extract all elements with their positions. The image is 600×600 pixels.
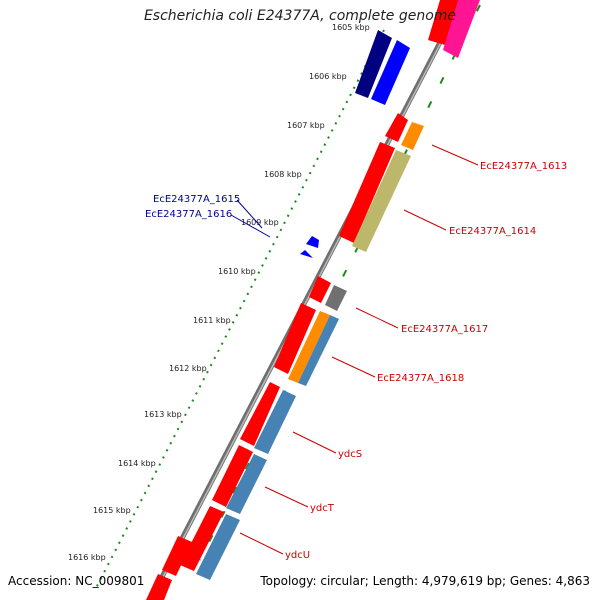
- genome-backbone: [147, 0, 465, 600]
- map-title: Escherichia coli E24377A, complete genom…: [143, 8, 457, 24]
- leader-line-ydcT: [264, 486, 309, 508]
- tick-label-1611: 1611 kbp: [193, 316, 231, 325]
- gene-label-ydcU: ydcU: [285, 550, 310, 561]
- tick-label-1615: 1615 kbp: [93, 506, 131, 515]
- tick-label-1614: 1614 kbp: [118, 459, 156, 468]
- leader-line-1617: [355, 307, 399, 329]
- gene-arrow-blue-1616: [300, 250, 313, 258]
- gene-arrow-red-ydcT: [212, 445, 253, 507]
- gene-arrow-blue-1615: [306, 236, 319, 248]
- tick-label-group: 1605 kbp 1606 kbp 1607 kbp 1608 kbp 1609…: [68, 23, 370, 562]
- tick-label-1610: 1610 kbp: [218, 267, 256, 276]
- leader-line-1613: [431, 144, 479, 166]
- gene-arrow-steelblue-1618: [298, 315, 339, 386]
- gene-arrow-red-1617: [309, 276, 331, 303]
- tick-label-1609: 1609 kbp: [241, 218, 279, 227]
- tick-track-inner: [199, 4, 481, 561]
- tick-track-outer: [94, 29, 385, 591]
- genome-backbone-highlight: [150, 0, 464, 600]
- tick-label-1606: 1606 kbp: [309, 72, 347, 81]
- leader-line-1616: [230, 214, 271, 238]
- gene-arrow-steelblue-ydcU: [196, 514, 240, 580]
- gene-arrow-khaki-1614: [352, 150, 411, 252]
- leader-line-ydcS: [292, 431, 337, 454]
- gene-arrow-orange-1613: [401, 122, 424, 150]
- tick-label-1613: 1613 kbp: [144, 410, 182, 419]
- tick-label-1616: 1616 kbp: [68, 553, 106, 562]
- tick-label-1608: 1608 kbp: [264, 170, 302, 179]
- gene-arrow-red-ydcS: [240, 382, 280, 446]
- gene-arrow-grey-1617: [325, 285, 347, 311]
- tick-label-1612: 1612 kbp: [169, 364, 207, 373]
- gene-arrow-navy: [355, 30, 392, 98]
- gene-label-ydcT: ydcT: [310, 503, 335, 514]
- leader-line-1615: [236, 199, 263, 229]
- tick-label-1607: 1607 kbp: [287, 121, 325, 130]
- gene-arrow-red-1613a: [385, 113, 408, 142]
- gene-label-ydcS: ydcS: [338, 449, 362, 460]
- gene-arrow-red-1618: [274, 303, 316, 374]
- leader-line-1614: [403, 209, 447, 231]
- leader-line-ydcU: [239, 532, 284, 555]
- gene-label-1617: EcE24377A_1617: [401, 324, 488, 335]
- gene-label-1613: EcE24377A_1613: [480, 161, 567, 172]
- leader-line-1618: [331, 356, 376, 378]
- gene-arrow-red-1614: [339, 142, 395, 243]
- gene-arrow-red-top: [428, 0, 460, 45]
- accession-text: Accession: NC_009801: [8, 574, 145, 588]
- tick-label-1605: 1605 kbp: [332, 23, 370, 32]
- gene-arrow-red-bottom-a: [162, 536, 192, 576]
- gene-label-1618: EcE24377A_1618: [377, 373, 464, 384]
- gene-arrow-steelblue-ydcS: [254, 390, 296, 454]
- gene-arrow-steelblue-ydcT: [226, 454, 267, 514]
- topology-text: Topology: circular; Length: 4,979,619 bp…: [260, 574, 590, 588]
- gene-label-1616: EcE24377A_1616: [145, 209, 232, 220]
- gene-arrow-blue: [371, 40, 410, 105]
- gene-arrow-red-bottom-b: [146, 574, 172, 600]
- gene-arrow-magenta-top: [443, 0, 480, 58]
- gene-label-1615: EcE24377A_1615: [153, 194, 240, 205]
- gene-label-1614: EcE24377A_1614: [449, 226, 536, 237]
- gene-arrow-red-ydcU: [180, 506, 224, 571]
- gene-arrow-orange-1618: [288, 311, 330, 383]
